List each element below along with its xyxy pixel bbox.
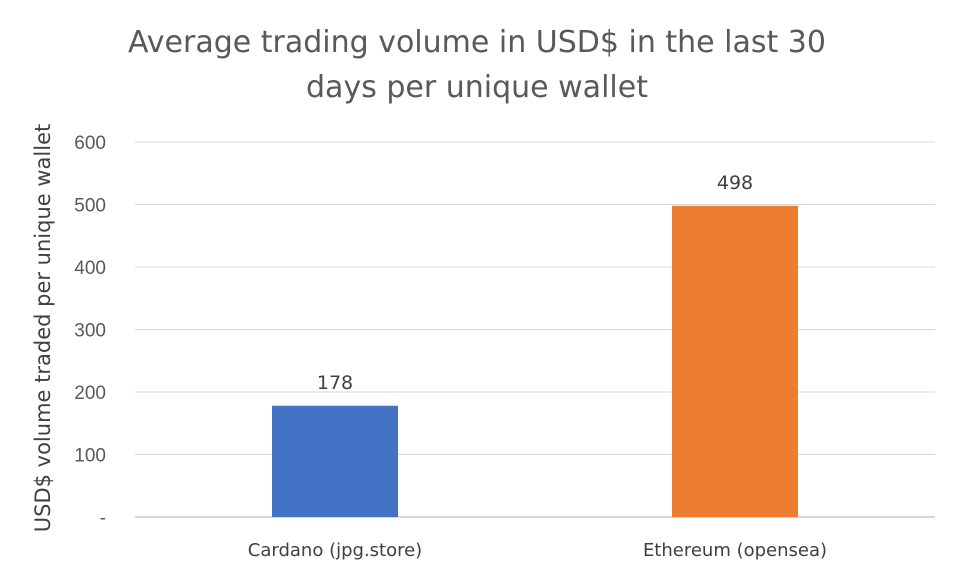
chart-title: Average trading volume in USD$ in the la… (128, 25, 826, 105)
category-label: Cardano (jpg.store) (248, 540, 422, 561)
y-tick-label: 500 (74, 196, 106, 217)
y-tick-label: 100 (74, 446, 106, 467)
x-axis-categories: Cardano (jpg.store) Ethereum (opensea) (248, 540, 827, 561)
bar (272, 405, 398, 517)
category-label: Ethereum (opensea) (643, 540, 827, 561)
y-axis-label: USD$ volume traded per unique wallet (31, 124, 55, 533)
data-label: 178 (317, 372, 353, 394)
gridlines (135, 141, 935, 518)
chart-title-line-1: Average trading volume in USD$ in the la… (128, 25, 826, 60)
y-tick-label: 200 (74, 383, 106, 404)
data-label: 498 (717, 172, 753, 194)
chart-title-line-2: days per unique wallet (306, 70, 648, 105)
y-axis-ticks: - 100 200 300 400 500 600 (74, 133, 106, 529)
y-tick-label: 300 (74, 321, 106, 342)
data-labels: 178 498 (317, 172, 753, 394)
bar (672, 205, 798, 517)
bars (272, 205, 798, 517)
y-tick-label: - (100, 508, 106, 529)
y-tick-label: 400 (74, 258, 106, 279)
y-tick-label: 600 (74, 133, 106, 154)
